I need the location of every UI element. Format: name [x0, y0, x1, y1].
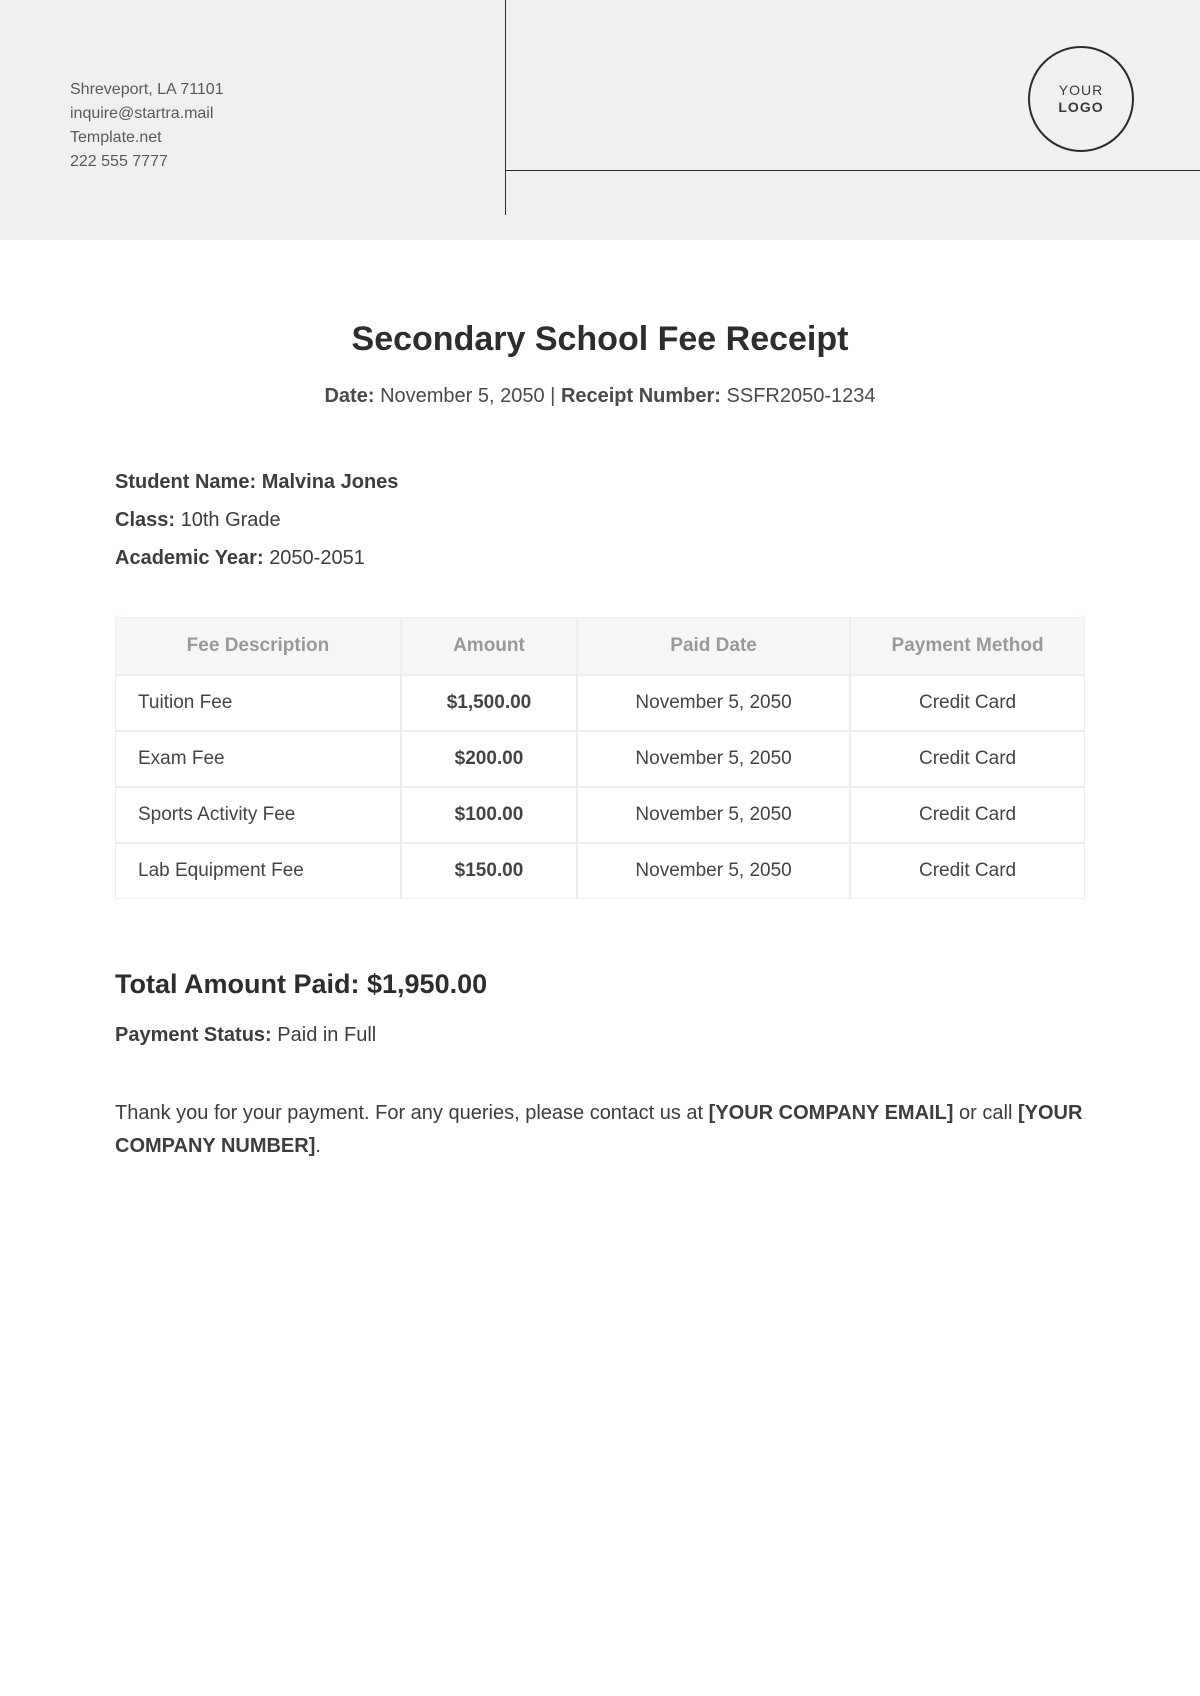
cell-amount: $150.00 — [401, 843, 577, 899]
cell-payment-method: Credit Card — [850, 787, 1085, 843]
cell-paid-date: November 5, 2050 — [577, 731, 850, 787]
cell-paid-date: November 5, 2050 — [577, 675, 850, 731]
cell-payment-method: Credit Card — [850, 843, 1085, 899]
footer-text-after: . — [315, 1135, 321, 1157]
receipt-title: Secondary School Fee Receipt — [115, 320, 1085, 359]
logo-text-line2: LOGO — [1058, 99, 1103, 116]
total-amount-line: Total Amount Paid: $1,950.00 — [115, 969, 1085, 1000]
receipt-content: Secondary School Fee Receipt Date: Novem… — [0, 240, 1200, 1223]
student-name-row: Student Name: Malvina Jones — [115, 463, 1085, 501]
cell-description: Lab Equipment Fee — [115, 843, 401, 899]
student-name-value: Malvina Jones — [262, 471, 399, 493]
cell-amount: $1,500.00 — [401, 675, 577, 731]
cell-paid-date: November 5, 2050 — [577, 843, 850, 899]
student-year-label: Academic Year: — [115, 547, 264, 569]
col-amount: Amount — [401, 617, 577, 675]
cell-paid-date: November 5, 2050 — [577, 787, 850, 843]
table-row: Exam Fee$200.00November 5, 2050Credit Ca… — [115, 731, 1085, 787]
student-year-value: 2050-2051 — [269, 547, 365, 569]
cell-amount: $200.00 — [401, 731, 577, 787]
student-name-label: Student Name: — [115, 471, 256, 493]
header-email: inquire@startra.mail — [70, 102, 224, 126]
footer-message: Thank you for your payment. For any quer… — [115, 1097, 1085, 1163]
header-divider-vertical — [505, 0, 506, 215]
logo-placeholder: YOUR LOGO — [1028, 46, 1134, 152]
header-site: Template.net — [70, 126, 224, 150]
status-value: Paid in Full — [277, 1024, 376, 1046]
total-label: Total Amount Paid: — [115, 969, 359, 999]
header-contact-block: Shreveport, LA 71101 inquire@startra.mai… — [70, 78, 224, 174]
col-payment-method: Payment Method — [850, 617, 1085, 675]
header-phone: 222 555 7777 — [70, 150, 224, 174]
receipt-number-label: Receipt Number: — [561, 385, 721, 407]
header-divider-horizontal — [506, 170, 1200, 171]
header-address: Shreveport, LA 71101 — [70, 78, 224, 102]
footer-text-mid: or call — [953, 1102, 1017, 1124]
student-class-row: Class: 10th Grade — [115, 501, 1085, 539]
cell-payment-method: Credit Card — [850, 731, 1085, 787]
date-label: Date: — [324, 385, 374, 407]
student-year-row: Academic Year: 2050-2051 — [115, 539, 1085, 577]
total-value: $1,950.00 — [367, 969, 487, 999]
cell-amount: $100.00 — [401, 787, 577, 843]
header-band: Shreveport, LA 71101 inquire@startra.mai… — [0, 0, 1200, 240]
table-row: Lab Equipment Fee$150.00November 5, 2050… — [115, 843, 1085, 899]
payment-status-line: Payment Status: Paid in Full — [115, 1024, 1085, 1047]
col-paid-date: Paid Date — [577, 617, 850, 675]
student-class-value: 10th Grade — [181, 509, 281, 531]
receipt-meta: Date: November 5, 2050 | Receipt Number:… — [115, 385, 1085, 408]
company-email-placeholder: [YOUR COMPANY EMAIL] — [709, 1102, 954, 1124]
table-row: Sports Activity Fee$100.00November 5, 20… — [115, 787, 1085, 843]
student-info: Student Name: Malvina Jones Class: 10th … — [115, 463, 1085, 577]
student-class-label: Class: — [115, 509, 175, 531]
cell-payment-method: Credit Card — [850, 675, 1085, 731]
cell-description: Tuition Fee — [115, 675, 401, 731]
col-description: Fee Description — [115, 617, 401, 675]
footer-text-before: Thank you for your payment. For any quer… — [115, 1102, 709, 1124]
cell-description: Sports Activity Fee — [115, 787, 401, 843]
meta-separator: | — [550, 385, 561, 407]
fee-table: Fee Description Amount Paid Date Payment… — [115, 617, 1085, 899]
cell-description: Exam Fee — [115, 731, 401, 787]
table-header-row: Fee Description Amount Paid Date Payment… — [115, 617, 1085, 675]
date-value: November 5, 2050 — [380, 385, 545, 407]
logo-text-line1: YOUR — [1059, 82, 1103, 99]
table-row: Tuition Fee$1,500.00November 5, 2050Cred… — [115, 675, 1085, 731]
receipt-number-value: SSFR2050-1234 — [727, 385, 876, 407]
status-label: Payment Status: — [115, 1024, 272, 1046]
